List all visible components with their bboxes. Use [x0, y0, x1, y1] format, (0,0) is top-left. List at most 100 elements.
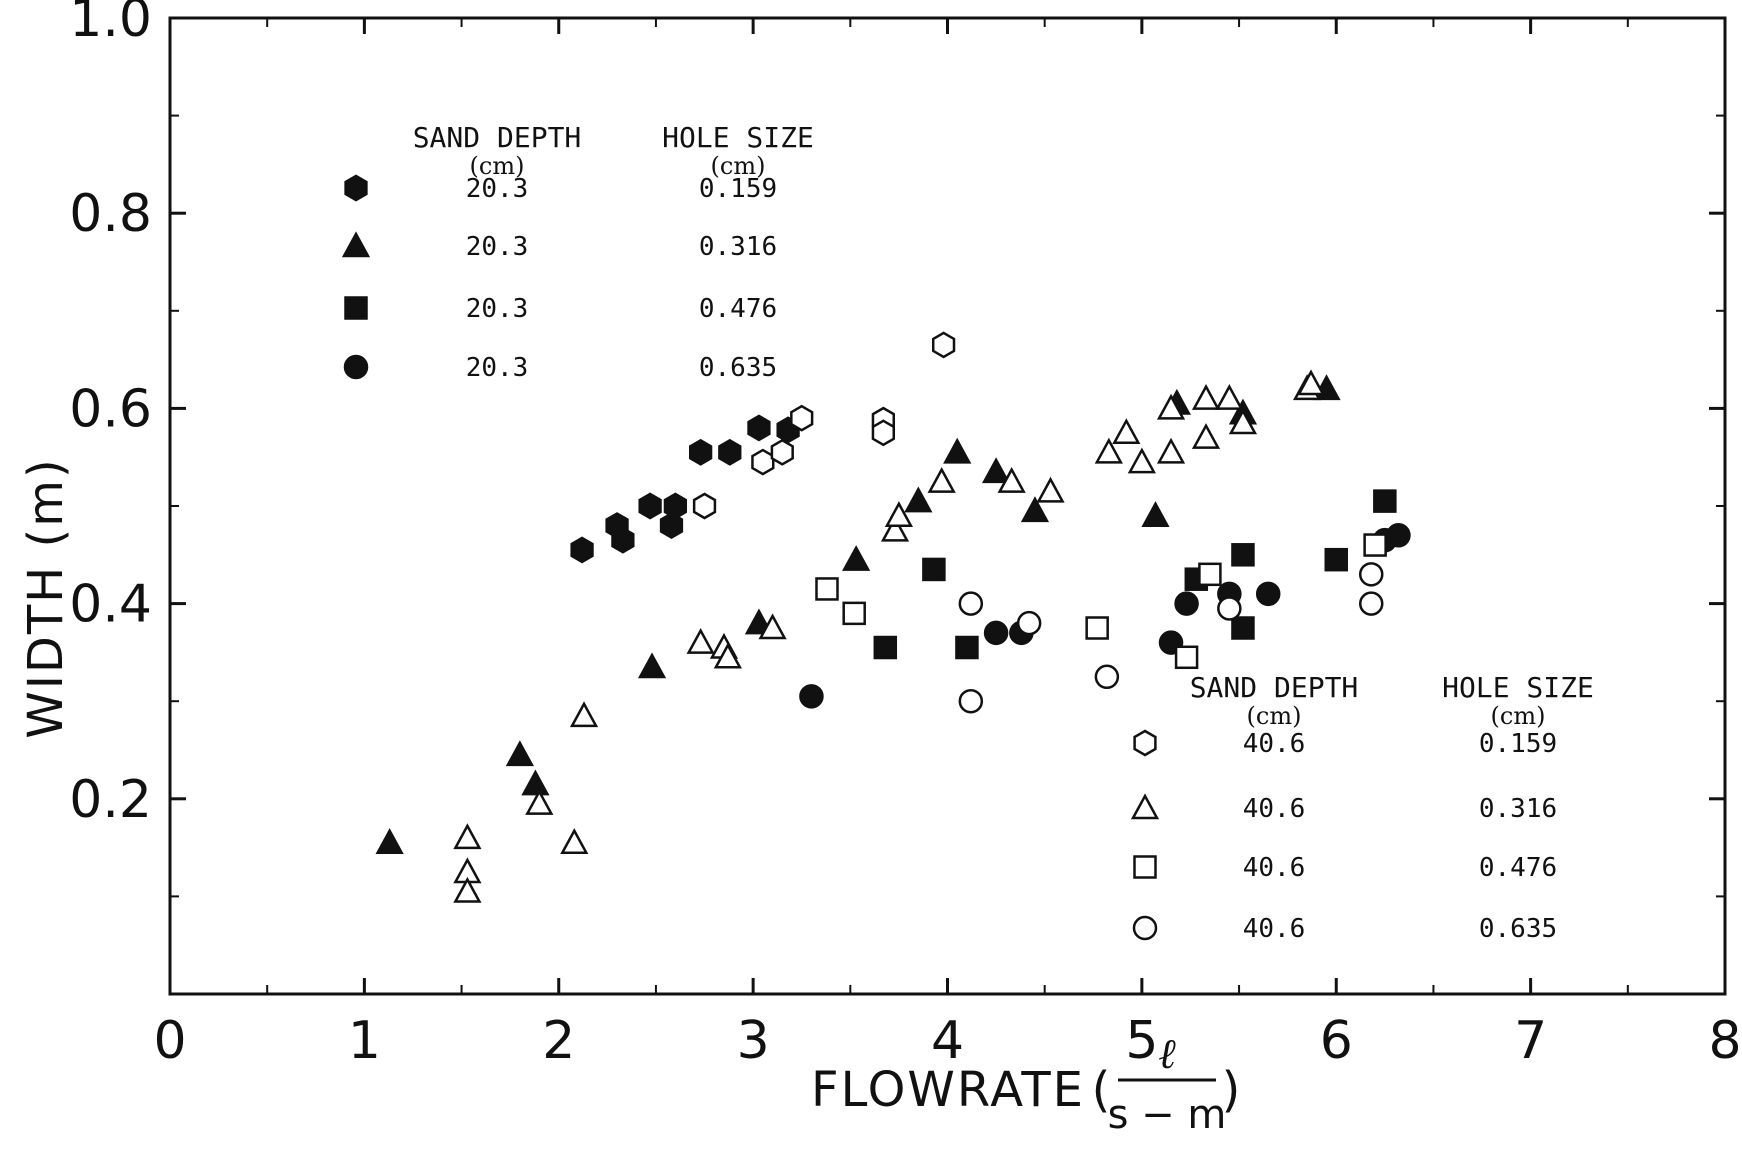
- plot-frame: [168, 16, 1727, 996]
- data-point: [1112, 418, 1141, 445]
- data-point: [569, 701, 599, 728]
- legend-marker: [1133, 855, 1157, 879]
- x-tick-label: 7: [1514, 1011, 1547, 1071]
- svg-text:): ): [1222, 1062, 1243, 1118]
- legend-hole-size-value: 0.635: [1479, 914, 1557, 944]
- data-point: [1191, 384, 1221, 410]
- legend-unit-sand-depth: (cm): [470, 152, 525, 180]
- data-point: [505, 740, 534, 767]
- legend-header-hole-size: HOLE SIZE: [662, 121, 814, 154]
- legend-unit-hole-size: (cm): [711, 152, 766, 180]
- data-point: [1141, 501, 1170, 528]
- y-tick-label: 0.6: [69, 379, 152, 439]
- data-point: [1127, 447, 1156, 474]
- data-point: [1215, 384, 1244, 410]
- data-point: [873, 635, 898, 660]
- data-point: [958, 688, 984, 714]
- data-point: [560, 828, 589, 854]
- x-tick-label: 5: [1125, 1011, 1158, 1071]
- legend-sand-depth-value: 20.3: [466, 232, 529, 262]
- legend-hole-size-value: 0.635: [699, 353, 777, 383]
- data-point: [570, 536, 594, 564]
- legend-unit-sand-depth: (cm): [1247, 702, 1302, 730]
- x-tick-label: 2: [542, 1011, 575, 1071]
- legend-sand-depth-value: 40.6: [1243, 853, 1306, 883]
- data-point: [1231, 616, 1255, 640]
- legend-marker: [343, 354, 369, 380]
- data-point: [692, 492, 717, 520]
- data-point: [637, 652, 667, 679]
- legend-hole-size-value: 0.159: [1479, 729, 1557, 759]
- legend-hole-size-value: 0.316: [699, 232, 777, 262]
- data-point: [931, 331, 956, 359]
- legend-hole-size-value: 0.476: [699, 294, 777, 324]
- data-point: [842, 545, 871, 571]
- legend-marker: [1132, 915, 1158, 941]
- legend-header-sand-depth: SAND DEPTH: [1190, 671, 1359, 704]
- svg-text:(: (: [1092, 1062, 1113, 1118]
- legend-sand-depth-value: 40.6: [1243, 914, 1306, 944]
- x-axis-title: FLOWRATE: [811, 1062, 1085, 1118]
- data-point: [981, 457, 1011, 484]
- data-point: [815, 577, 839, 601]
- legend-sand-depth-value: 40.6: [1243, 729, 1306, 759]
- data-point: [525, 789, 554, 815]
- data-point: [842, 601, 866, 626]
- data-point: [955, 635, 979, 660]
- x-tick-label: 8: [1708, 1011, 1741, 1071]
- axis-ticks: [168, 16, 1727, 994]
- y-tick-label: 0.2: [69, 770, 152, 830]
- data-point: [1085, 616, 1109, 640]
- legend-hole-size-value: 0.159: [699, 174, 777, 204]
- y-tick-label: 0.4: [69, 575, 152, 635]
- data-point: [758, 613, 787, 640]
- x-axis-unit: ( ℓ s − m ): [1092, 1029, 1243, 1138]
- x-tick-label: 1: [348, 1011, 381, 1071]
- data-point: [927, 466, 956, 493]
- data-point: [1094, 664, 1120, 690]
- x-tick-label: 6: [1320, 1011, 1353, 1071]
- legend-hole-size-value: 0.476: [1479, 853, 1557, 883]
- x-unit-denominator: s − m: [1108, 1092, 1227, 1138]
- x-tick-label: 4: [931, 1011, 964, 1071]
- data-point: [904, 486, 933, 513]
- x-tick-label: 3: [737, 1011, 770, 1071]
- legend-sand-depth-value: 20.3: [466, 353, 529, 383]
- data-point: [1191, 423, 1221, 449]
- data-point: [790, 404, 814, 432]
- data-point: [1373, 489, 1397, 513]
- legend-sand-depth-value: 20.3: [466, 174, 529, 204]
- data-point: [686, 628, 715, 654]
- x-unit-numerator: ℓ: [1158, 1029, 1176, 1078]
- data-point: [689, 438, 713, 466]
- data-point: [638, 492, 662, 520]
- data-point: [997, 466, 1026, 493]
- data-point: [747, 414, 771, 442]
- legend-marker: [1130, 793, 1160, 820]
- data-point: [1036, 476, 1065, 503]
- data-point: [1198, 562, 1222, 587]
- data-point: [751, 448, 775, 476]
- legend-sand-depth-value: 40.6: [1243, 794, 1306, 824]
- data-point: [1020, 496, 1050, 523]
- y-tick-label: 1.0: [69, 0, 152, 49]
- data-point: [983, 620, 1009, 646]
- data-point: [611, 526, 635, 554]
- data-point: [880, 515, 910, 542]
- data-point: [1156, 437, 1186, 464]
- legend-marker: [344, 174, 368, 202]
- data-point: [1016, 610, 1042, 636]
- data-point: [770, 438, 794, 466]
- data-point: [871, 419, 895, 447]
- data-point: [1363, 533, 1387, 557]
- data-point: [1231, 543, 1255, 567]
- data-point: [718, 438, 742, 466]
- legend-header-hole-size: HOLE SIZE: [1442, 671, 1594, 704]
- data-point: [922, 557, 946, 582]
- data-point: [521, 769, 550, 796]
- y-axis-title: WIDTH (m): [18, 457, 74, 738]
- data-point: [1174, 591, 1199, 616]
- data-point: [1358, 591, 1384, 616]
- data-point: [1255, 581, 1281, 607]
